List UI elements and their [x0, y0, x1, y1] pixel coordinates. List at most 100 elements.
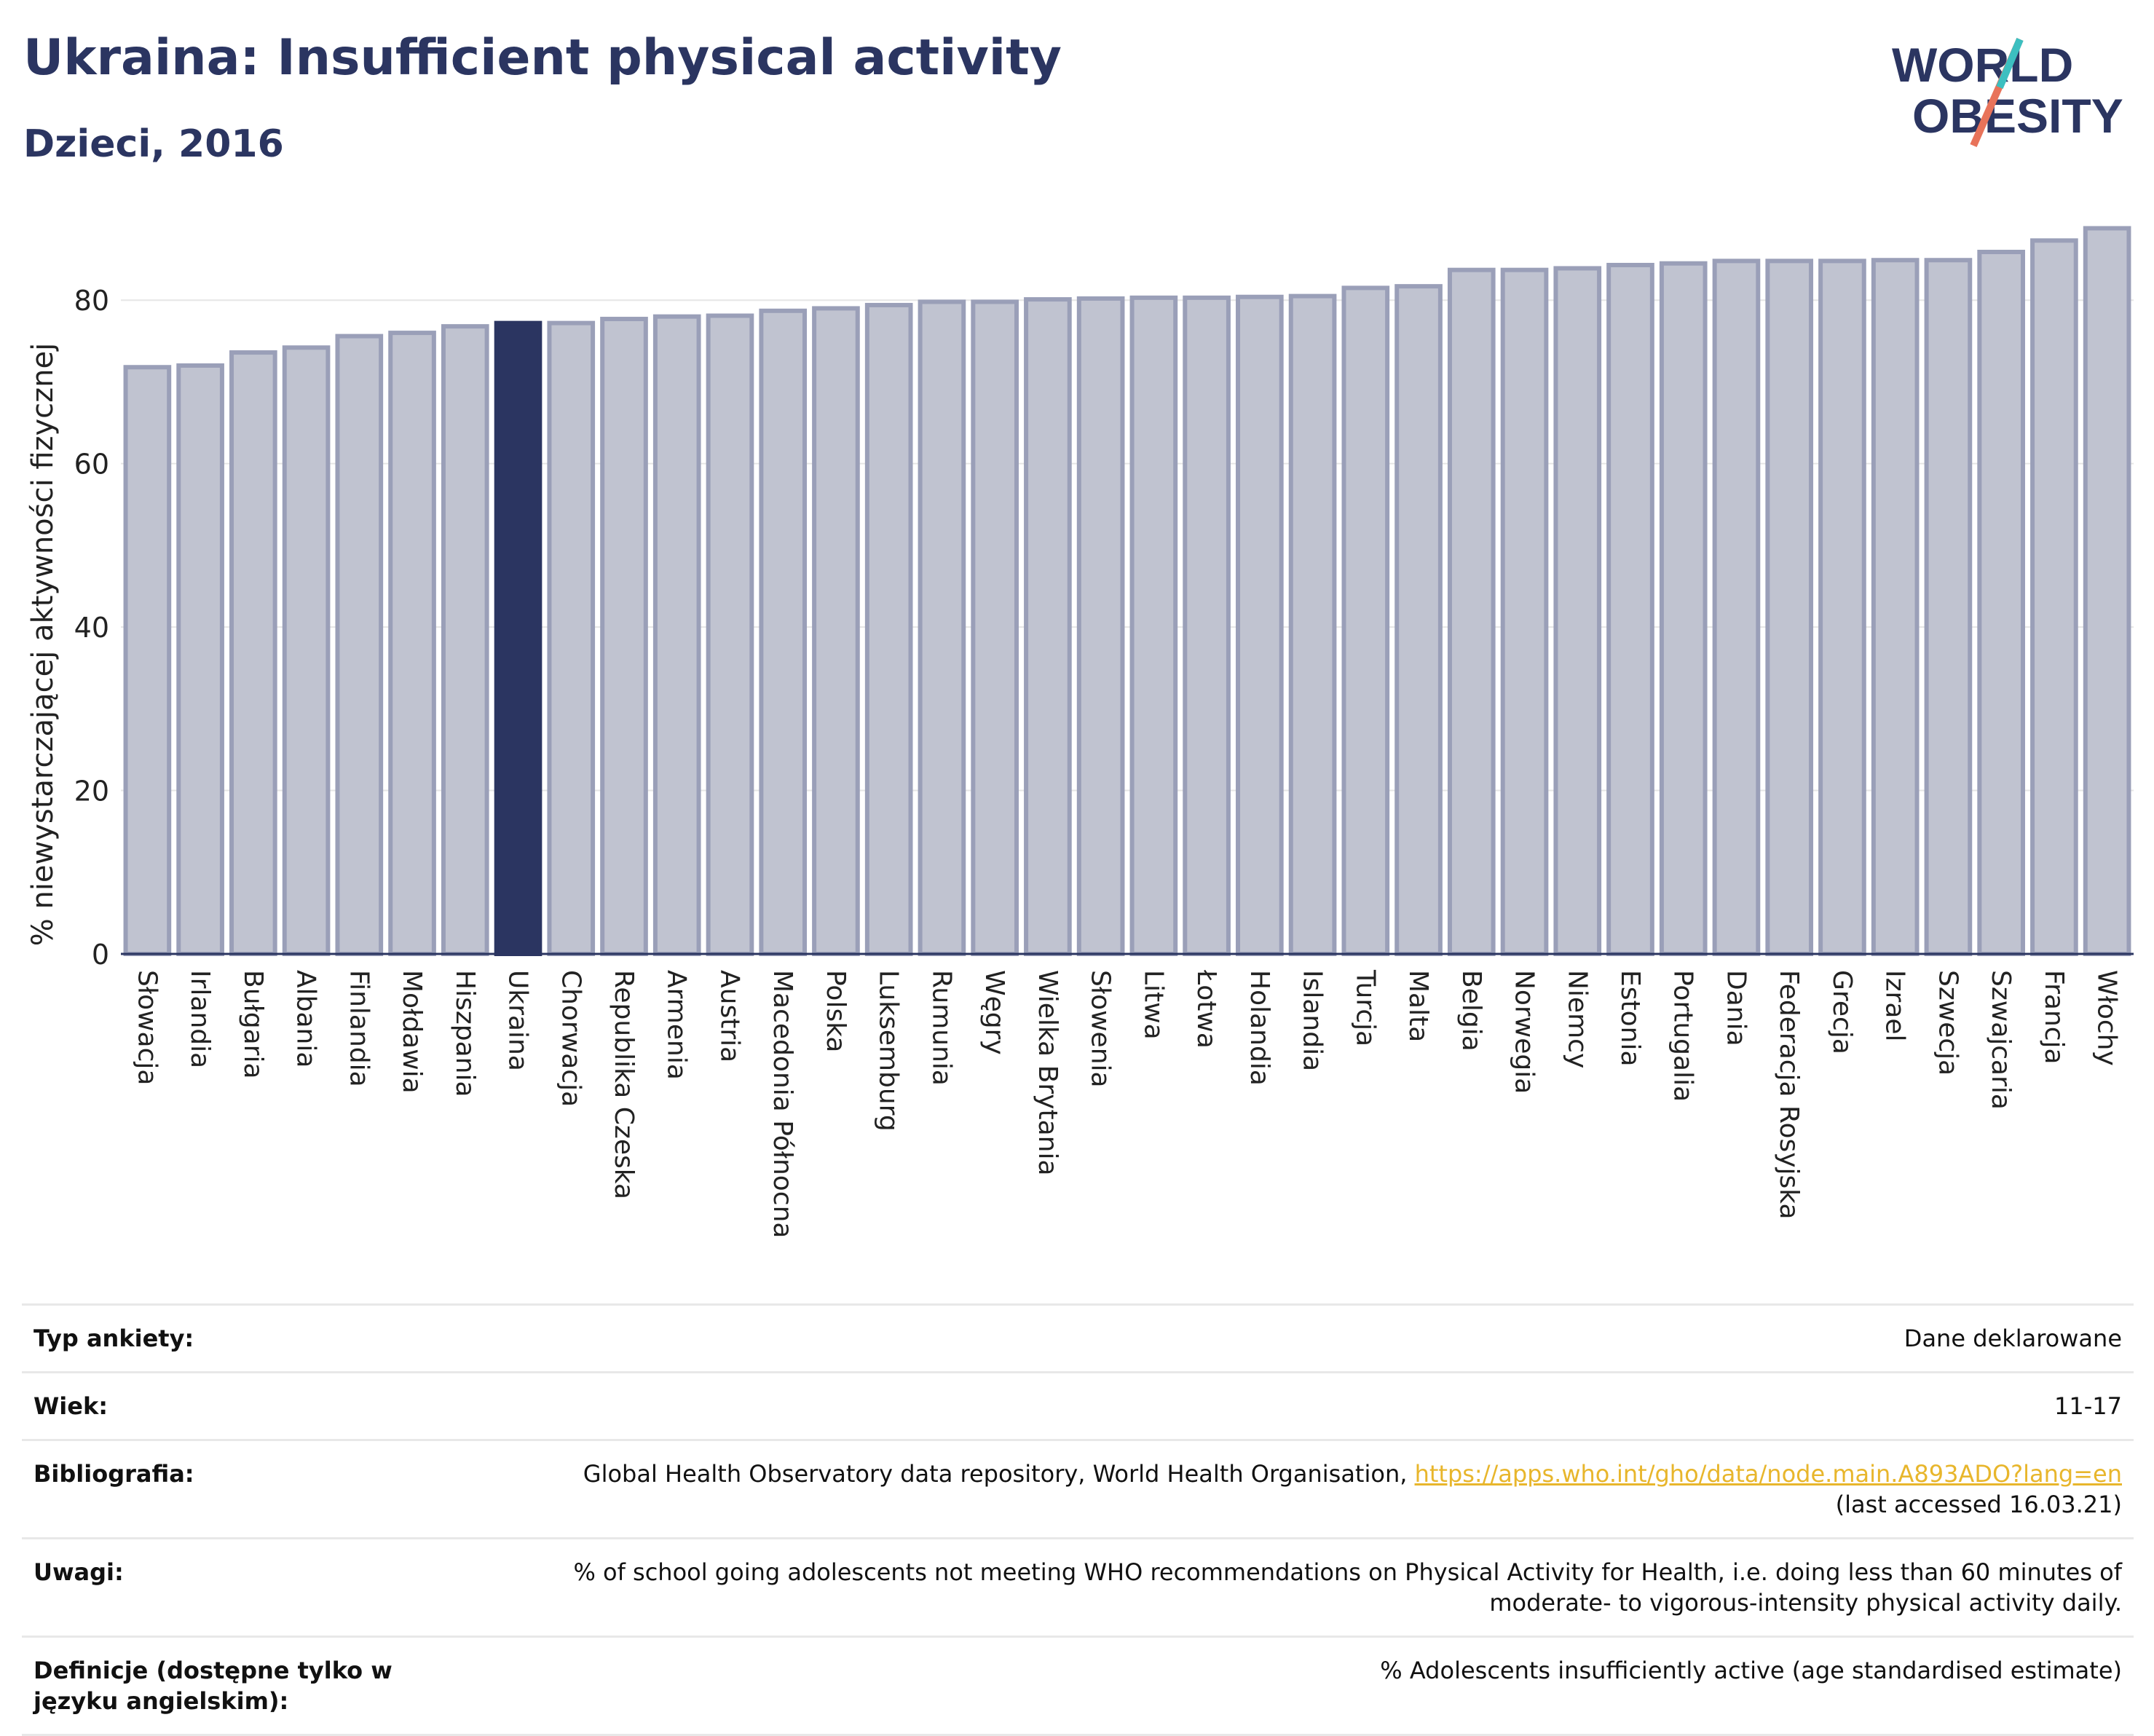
bar-23 [1341, 285, 1390, 956]
bar-19 [1129, 295, 1178, 957]
bar-34 [1924, 258, 1973, 956]
x-tick-label: Słowacja [132, 970, 162, 1085]
bar-30 [1712, 259, 1761, 957]
bar-26 [1500, 267, 1549, 956]
y-tick-label: 80 [74, 285, 109, 317]
page-title: Ukraina: Insufficient physical activity [23, 29, 1062, 87]
meta-value: Dane deklarowane [1904, 1325, 2122, 1352]
meta-value: % of school going adolescents not meetin… [573, 1558, 2122, 1617]
meta-row-definitions: Definicje (dostępne tylko w języku angie… [22, 1636, 2134, 1736]
bar-7 [494, 320, 543, 956]
bar-14 [864, 302, 913, 956]
bar-8 [547, 320, 596, 956]
x-tick-label: Wielka Brytania [1033, 970, 1062, 1176]
x-tick-label: Federacja Rosyjska [1774, 970, 1804, 1220]
x-tick-label: Albania [291, 970, 321, 1068]
x-tick-label: Islandia [1298, 970, 1327, 1071]
bar-chart: 0 20 40 60 80 % niewystarczającej aktywności … [26, 226, 2134, 1238]
metadata-table: Typ ankiety: Dane deklarowane Wiek: 11-1… [22, 1303, 2134, 1736]
x-tick-label: Turcja [1350, 969, 1380, 1046]
bar-31 [1765, 259, 1814, 957]
meta-row-bibliography: Bibliografia: Global Health Observatory … [22, 1439, 2134, 1537]
bar-16 [971, 299, 1019, 956]
x-tick-label: Chorwacja [556, 970, 585, 1107]
x-tick-label: Armenia [662, 970, 692, 1080]
bibliography-link[interactable]: https://apps.who.int/gho/data/node.main.… [1414, 1460, 2122, 1488]
x-tick-label: Estonia [1615, 970, 1645, 1067]
meta-row-notes: Uwagi: % of school going adolescents not… [22, 1537, 2134, 1636]
meta-label: Uwagi: [33, 1558, 124, 1586]
meta-row-age: Wiek: 11-17 [22, 1371, 2134, 1439]
bar-28 [1606, 262, 1654, 956]
meta-row-survey: Typ ankiety: Dane deklarowane [22, 1303, 2134, 1371]
y-tick-label: 60 [74, 449, 109, 481]
x-tick-label: Grecja [1827, 970, 1857, 1054]
bar-21 [1236, 294, 1284, 956]
x-tick-label: Słowenia [1086, 970, 1116, 1088]
x-tick-label: Holandia [1244, 970, 1274, 1086]
bar-20 [1183, 295, 1231, 957]
x-tick-label: Republika Czeska [609, 970, 639, 1199]
bar-11 [706, 313, 754, 956]
x-tick-label: Izrael [1880, 970, 1910, 1042]
bar-35 [1977, 250, 2025, 956]
bibliography-text: Global Health Observatory data repositor… [583, 1460, 1415, 1488]
x-tick-label: Hiszpania [450, 970, 480, 1097]
bar-33 [1871, 258, 1920, 956]
bar-22 [1288, 293, 1337, 957]
x-tick-label: Szwecja [1933, 970, 1962, 1076]
bar-0 [123, 365, 172, 956]
logo-slash-teal [1996, 38, 2024, 89]
bar-18 [1076, 296, 1125, 956]
y-tick-label: 20 [74, 776, 109, 808]
y-tick-label: 40 [74, 612, 109, 644]
meta-label: Typ ankiety: [33, 1325, 194, 1352]
bar-25 [1447, 267, 1496, 956]
bar-9 [600, 317, 648, 956]
x-tick-label: Austria [714, 970, 744, 1062]
meta-value: % Adolescents insufficiently active (age… [1380, 1657, 2122, 1684]
x-tick-label: Belgia [1456, 970, 1486, 1052]
bar-4 [335, 334, 384, 957]
y-axis-label: % niewystarczającej aktywności fizycznej [26, 343, 60, 947]
x-tick-label: Dania [1721, 970, 1751, 1046]
x-tick-label: Szwajcaria [1986, 970, 2016, 1110]
bar-6 [441, 324, 489, 956]
meta-label: Definicje (dostępne tylko w języku angie… [33, 1657, 392, 1715]
bar-24 [1394, 284, 1443, 956]
bibliography-accessed: (last accessed 16.03.21) [1835, 1491, 2122, 1518]
bar-29 [1659, 261, 1708, 956]
bar-3 [282, 345, 331, 956]
bar-5 [388, 331, 436, 957]
logo-line1: WORLD [1892, 38, 2073, 92]
meta-label: Wiek: [33, 1392, 109, 1420]
bar-36 [2030, 238, 2078, 956]
x-tick-label: Luksemburg [874, 970, 904, 1132]
x-tick-label: Portugalia [1668, 970, 1698, 1102]
bar-17 [1024, 297, 1072, 957]
x-tick-label: Niemcy [1562, 970, 1592, 1068]
bar-12 [759, 308, 808, 956]
bar-15 [918, 299, 966, 956]
bar-13 [812, 306, 860, 956]
x-tick-label: Węgry [979, 970, 1009, 1055]
page-subtitle: Dzieci, 2016 [23, 122, 284, 166]
bar-32 [1818, 259, 1866, 957]
bar-37 [2083, 226, 2131, 956]
x-tick-label: Finlandia [344, 970, 374, 1087]
bar-27 [1553, 266, 1602, 956]
x-tick-label: Macedonia Północna [768, 970, 797, 1238]
bar-1 [176, 363, 224, 956]
x-tick-label: Rumunia [926, 970, 956, 1086]
meta-value: Global Health Observatory data repositor… [583, 1459, 2122, 1520]
logo-line2: OBESITY [1912, 89, 2123, 143]
logo-graphic: WORLD OBESITY [1892, 37, 2123, 148]
x-tick-label: Malta [1403, 970, 1433, 1042]
bar-2 [229, 350, 277, 956]
x-tick-label: Bułgaria [238, 970, 268, 1079]
x-tick-label: Norwegia [1510, 970, 1539, 1094]
bar-10 [652, 314, 701, 956]
x-tick-label: Włochy [2092, 970, 2122, 1066]
x-tick-label: Mołdawia [397, 970, 427, 1094]
x-tick-label: Łotwa [1191, 969, 1221, 1049]
